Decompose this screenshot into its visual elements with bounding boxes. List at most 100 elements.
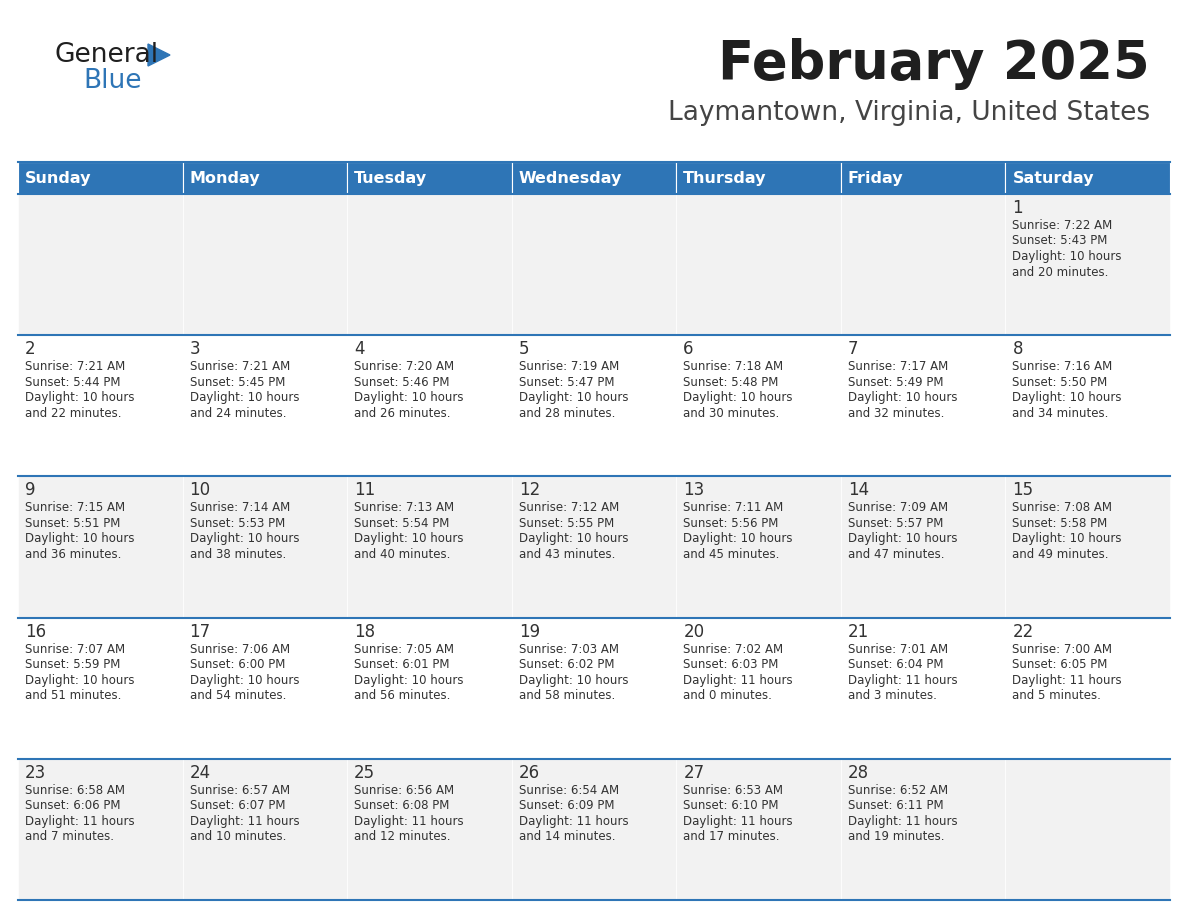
Bar [347,618,512,759]
Text: Sunset: 5:47 PM: Sunset: 5:47 PM [519,375,614,388]
Text: 25: 25 [354,764,375,782]
Text: and 12 minutes.: and 12 minutes. [354,830,450,844]
Bar [841,476,1005,618]
Text: Daylight: 11 hours: Daylight: 11 hours [25,815,134,828]
Text: 13: 13 [683,481,704,499]
Bar [676,194,841,335]
Bar [18,476,183,618]
Bar [347,194,512,335]
Bar [347,335,512,476]
Text: Daylight: 10 hours: Daylight: 10 hours [519,674,628,687]
Text: Sunset: 5:51 PM: Sunset: 5:51 PM [25,517,120,530]
Text: Sunrise: 7:09 AM: Sunrise: 7:09 AM [848,501,948,514]
Text: Daylight: 11 hours: Daylight: 11 hours [848,674,958,687]
Text: Wednesday: Wednesday [519,171,623,185]
Text: and 51 minutes.: and 51 minutes. [25,689,121,702]
Text: Daylight: 11 hours: Daylight: 11 hours [848,815,958,828]
Text: Daylight: 10 hours: Daylight: 10 hours [683,532,792,545]
Text: and 3 minutes.: and 3 minutes. [848,689,936,702]
Text: Daylight: 11 hours: Daylight: 11 hours [683,674,792,687]
Text: Sunset: 5:54 PM: Sunset: 5:54 PM [354,517,449,530]
Text: Sunrise: 7:15 AM: Sunrise: 7:15 AM [25,501,125,514]
Text: Sunrise: 6:52 AM: Sunrise: 6:52 AM [848,784,948,797]
Text: Sunset: 6:04 PM: Sunset: 6:04 PM [848,658,943,671]
Bar [676,759,841,900]
Text: 5: 5 [519,341,529,358]
Text: Friday: Friday [848,171,904,185]
Text: 21: 21 [848,622,870,641]
Text: Daylight: 11 hours: Daylight: 11 hours [354,815,463,828]
Bar [841,162,1005,194]
Bar [1005,335,1170,476]
Bar [347,162,512,194]
Text: Daylight: 10 hours: Daylight: 10 hours [683,391,792,404]
Text: Sunrise: 7:20 AM: Sunrise: 7:20 AM [354,360,454,374]
Text: Daylight: 10 hours: Daylight: 10 hours [1012,532,1121,545]
Text: Daylight: 10 hours: Daylight: 10 hours [25,391,134,404]
Text: 24: 24 [190,764,210,782]
Text: Daylight: 10 hours: Daylight: 10 hours [190,391,299,404]
Bar [512,759,676,900]
Text: Sunrise: 7:22 AM: Sunrise: 7:22 AM [1012,219,1113,232]
Text: Sunset: 5:46 PM: Sunset: 5:46 PM [354,375,449,388]
Text: Daylight: 10 hours: Daylight: 10 hours [519,391,628,404]
Text: 15: 15 [1012,481,1034,499]
Bar [183,162,347,194]
Text: Sunrise: 7:16 AM: Sunrise: 7:16 AM [1012,360,1113,374]
Text: Sunset: 5:48 PM: Sunset: 5:48 PM [683,375,778,388]
Bar [676,618,841,759]
Text: and 43 minutes.: and 43 minutes. [519,548,615,561]
Text: and 24 minutes.: and 24 minutes. [190,407,286,420]
Text: Sunrise: 7:01 AM: Sunrise: 7:01 AM [848,643,948,655]
Text: Sunset: 5:56 PM: Sunset: 5:56 PM [683,517,778,530]
Text: Sunset: 6:00 PM: Sunset: 6:00 PM [190,658,285,671]
Bar [841,759,1005,900]
Bar [347,759,512,900]
Text: 10: 10 [190,481,210,499]
Text: Thursday: Thursday [683,171,766,185]
Text: and 47 minutes.: and 47 minutes. [848,548,944,561]
Text: 28: 28 [848,764,868,782]
Bar [183,618,347,759]
Text: and 26 minutes.: and 26 minutes. [354,407,450,420]
Text: Monday: Monday [190,171,260,185]
Bar [183,759,347,900]
Text: 20: 20 [683,622,704,641]
Bar [512,476,676,618]
Text: Sunset: 5:50 PM: Sunset: 5:50 PM [1012,375,1107,388]
Bar [18,194,183,335]
Bar [18,162,183,194]
Text: Sunset: 5:44 PM: Sunset: 5:44 PM [25,375,120,388]
Text: 1: 1 [1012,199,1023,217]
Text: Sunrise: 7:13 AM: Sunrise: 7:13 AM [354,501,454,514]
Text: and 34 minutes.: and 34 minutes. [1012,407,1108,420]
Text: Daylight: 10 hours: Daylight: 10 hours [1012,250,1121,263]
Text: Sunset: 5:59 PM: Sunset: 5:59 PM [25,658,120,671]
Bar [512,162,676,194]
Text: 16: 16 [25,622,46,641]
Text: and 58 minutes.: and 58 minutes. [519,689,615,702]
Text: 17: 17 [190,622,210,641]
Bar [183,476,347,618]
Text: Sunset: 6:10 PM: Sunset: 6:10 PM [683,800,779,812]
Text: Sunset: 6:06 PM: Sunset: 6:06 PM [25,800,120,812]
Text: Sunset: 6:09 PM: Sunset: 6:09 PM [519,800,614,812]
Bar [512,618,676,759]
Text: Sunset: 6:03 PM: Sunset: 6:03 PM [683,658,778,671]
Text: Daylight: 10 hours: Daylight: 10 hours [354,532,463,545]
Text: Sunrise: 7:21 AM: Sunrise: 7:21 AM [190,360,290,374]
Text: 14: 14 [848,481,868,499]
Bar [841,335,1005,476]
Text: 9: 9 [25,481,36,499]
Text: 18: 18 [354,622,375,641]
Text: Sunset: 6:07 PM: Sunset: 6:07 PM [190,800,285,812]
Text: Sunset: 6:11 PM: Sunset: 6:11 PM [848,800,943,812]
Text: Daylight: 10 hours: Daylight: 10 hours [354,674,463,687]
Text: Sunset: 5:55 PM: Sunset: 5:55 PM [519,517,614,530]
Text: Daylight: 10 hours: Daylight: 10 hours [848,391,958,404]
Text: 3: 3 [190,341,201,358]
Text: 22: 22 [1012,622,1034,641]
Text: Sunrise: 6:57 AM: Sunrise: 6:57 AM [190,784,290,797]
Text: Sunrise: 7:07 AM: Sunrise: 7:07 AM [25,643,125,655]
Text: Sunrise: 6:54 AM: Sunrise: 6:54 AM [519,784,619,797]
